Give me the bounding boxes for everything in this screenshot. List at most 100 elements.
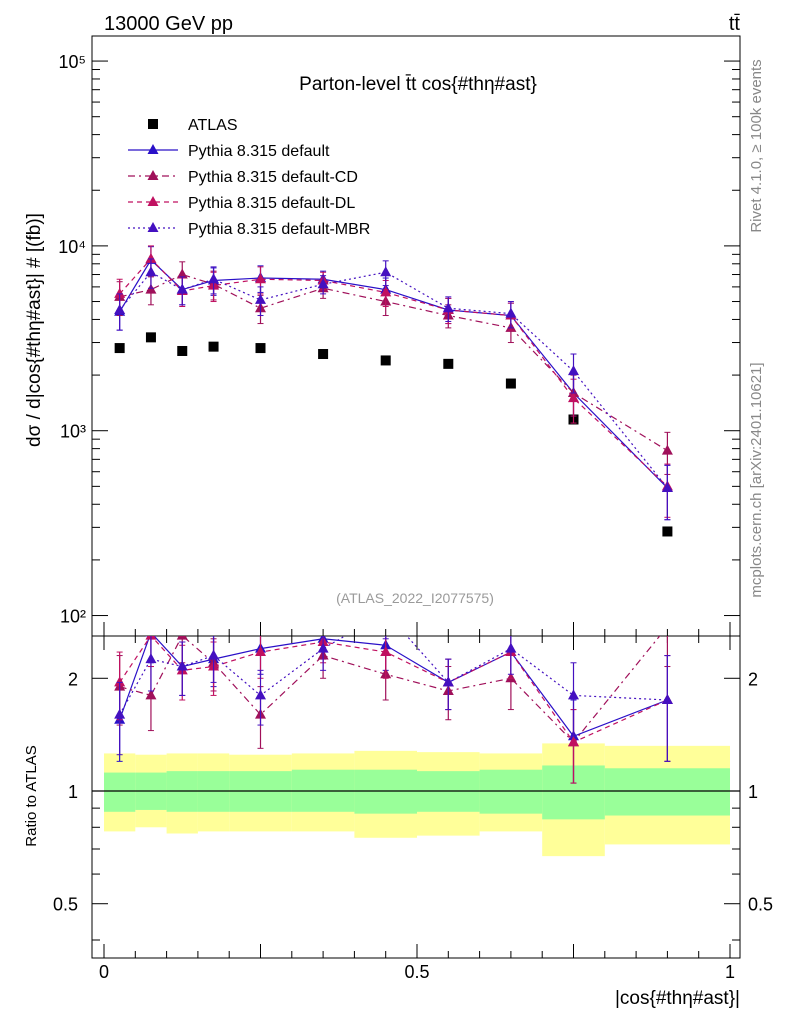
ratio-mbr-marker xyxy=(380,606,391,616)
ratio-mbr-marker xyxy=(505,642,517,653)
series-mbr xyxy=(114,258,673,521)
x-axis-label: |cos{#thη#ast}| xyxy=(615,988,740,1009)
watermark: (ATLAS_2022_I2077575) xyxy=(336,590,494,606)
legend-label: ATLAS xyxy=(188,117,238,134)
ratio-dl-marker xyxy=(255,646,266,657)
ratio-y-tick-label: 2 xyxy=(68,669,78,689)
ratio-frame xyxy=(91,635,741,959)
ratio-default-line xyxy=(119,636,668,738)
atlas-marker xyxy=(177,345,188,356)
ratio-mbr-marker xyxy=(114,708,126,719)
atlas-marker xyxy=(318,349,329,360)
ratio-y-tick-label-right: 1 xyxy=(748,782,758,802)
mbr-marker xyxy=(176,283,188,294)
mbr-marker xyxy=(380,266,392,277)
legend-label: Pythia 8.315 default xyxy=(188,143,330,160)
uncertainty-band-inner xyxy=(104,772,136,812)
y-tick-label: 10³ xyxy=(60,422,86,442)
legend-label: Pythia 8.315 default-DL xyxy=(188,195,355,212)
ratio-mbr-line xyxy=(119,636,668,715)
default-line xyxy=(119,258,668,489)
ratio-y-tick-label: 1 xyxy=(68,782,78,802)
legend-label: Pythia 8.315 default-MBR xyxy=(188,221,370,238)
main-panel: Parton-level t̄t cos{#thη#ast} (ATLAS_20… xyxy=(24,35,741,637)
atlas-marker xyxy=(505,378,516,389)
atlas-marker xyxy=(443,358,454,369)
uncertainty-band-inner xyxy=(354,769,417,814)
legend-atlas-marker xyxy=(148,119,158,129)
ratio-y-tick-label-right: 0.5 xyxy=(748,895,773,915)
ratio-mbr-marker xyxy=(317,642,329,653)
y-tick-label: 10⁴ xyxy=(58,237,86,257)
x-tick-label: 1 xyxy=(725,962,735,982)
ratio-y-tick-label: 0.5 xyxy=(53,895,78,915)
ratio-y-label: Ratio to ATLAS xyxy=(23,745,40,846)
ratio-dl-line xyxy=(119,636,668,743)
y-tick-label: 10² xyxy=(60,607,86,627)
ratio-default-marker xyxy=(145,636,157,637)
mbr-marker xyxy=(114,303,126,314)
ratio-mbr-marker xyxy=(176,660,188,671)
ratio-dl-marker xyxy=(380,646,392,657)
ratio-mbr-marker xyxy=(255,689,266,700)
mbr-marker xyxy=(442,302,454,313)
ratio-mbr-marker xyxy=(661,693,673,704)
dl-marker xyxy=(114,287,126,298)
legend-mbr-marker xyxy=(147,222,159,232)
ratio-cd-marker xyxy=(176,636,188,640)
mbr-marker xyxy=(568,365,579,376)
dl-marker xyxy=(145,252,157,263)
mbr-marker xyxy=(317,278,329,289)
y-tick-label: 10⁵ xyxy=(59,52,86,72)
series-dl xyxy=(114,245,673,518)
main-title: Parton-level t̄t cos{#thη#ast} xyxy=(299,74,537,95)
header-right: tt̄ xyxy=(729,13,741,35)
dl-marker xyxy=(568,392,579,403)
dl-line xyxy=(119,258,668,487)
atlas-marker xyxy=(114,343,125,354)
mbr-marker xyxy=(505,307,517,318)
atlas-marker xyxy=(380,355,391,366)
uncertainty-band-inner xyxy=(479,769,543,814)
ratio-cd-line xyxy=(119,636,661,744)
ratio-series-mbr xyxy=(114,606,673,762)
uncertainty-band-inner xyxy=(604,768,730,816)
atlas-marker xyxy=(145,332,156,343)
ratio-dl-marker xyxy=(114,676,126,687)
atlas-marker xyxy=(255,343,266,354)
legend-label: Pythia 8.315 default-CD xyxy=(188,169,358,186)
header-left: 13000 GeV pp xyxy=(104,13,233,35)
side-label-mcplots: mcplots.cern.ch [arXiv:2401.10621] xyxy=(748,362,765,597)
side-label-rivet: Rivet 4.1.0, ≥ 100k events xyxy=(748,59,765,232)
ratio-mbr-marker xyxy=(145,653,157,664)
series-atlas xyxy=(114,332,673,537)
mbr-marker xyxy=(255,293,266,304)
legend: ATLAS Pythia 8.315 default Pythia 8.315 de… xyxy=(128,117,370,238)
ratio-panel: Ratio to ATLAS |cos{#thη#ast}| 0.5 0.5 1 1 2… xyxy=(23,606,773,1009)
ratio-series xyxy=(114,606,673,784)
x-tick-label: 0.5 xyxy=(404,962,429,982)
mbr-marker xyxy=(208,273,220,284)
cd-line xyxy=(119,273,668,452)
atlas-marker xyxy=(208,341,219,352)
legend-default-marker xyxy=(147,144,159,154)
mbr-marker xyxy=(661,481,673,492)
ratio-dl-marker xyxy=(568,736,579,747)
atlas-marker xyxy=(662,526,673,537)
ratio-mbr-marker xyxy=(208,649,220,660)
cd-marker xyxy=(661,444,673,455)
ratio-cd-marker xyxy=(145,689,157,700)
dl-marker xyxy=(380,286,392,297)
series-default xyxy=(114,246,673,521)
x-tick-label: 0 xyxy=(99,962,109,982)
ratio-mbr-marker xyxy=(442,676,454,687)
mbr-line xyxy=(119,271,668,489)
ratio-y-tick-label-right: 2 xyxy=(748,669,758,689)
legend-cd-marker xyxy=(147,170,159,180)
legend-dl-marker xyxy=(147,196,159,206)
ratio-mbr-marker xyxy=(568,689,579,700)
dl-marker xyxy=(255,273,266,284)
cd-marker xyxy=(176,268,188,279)
